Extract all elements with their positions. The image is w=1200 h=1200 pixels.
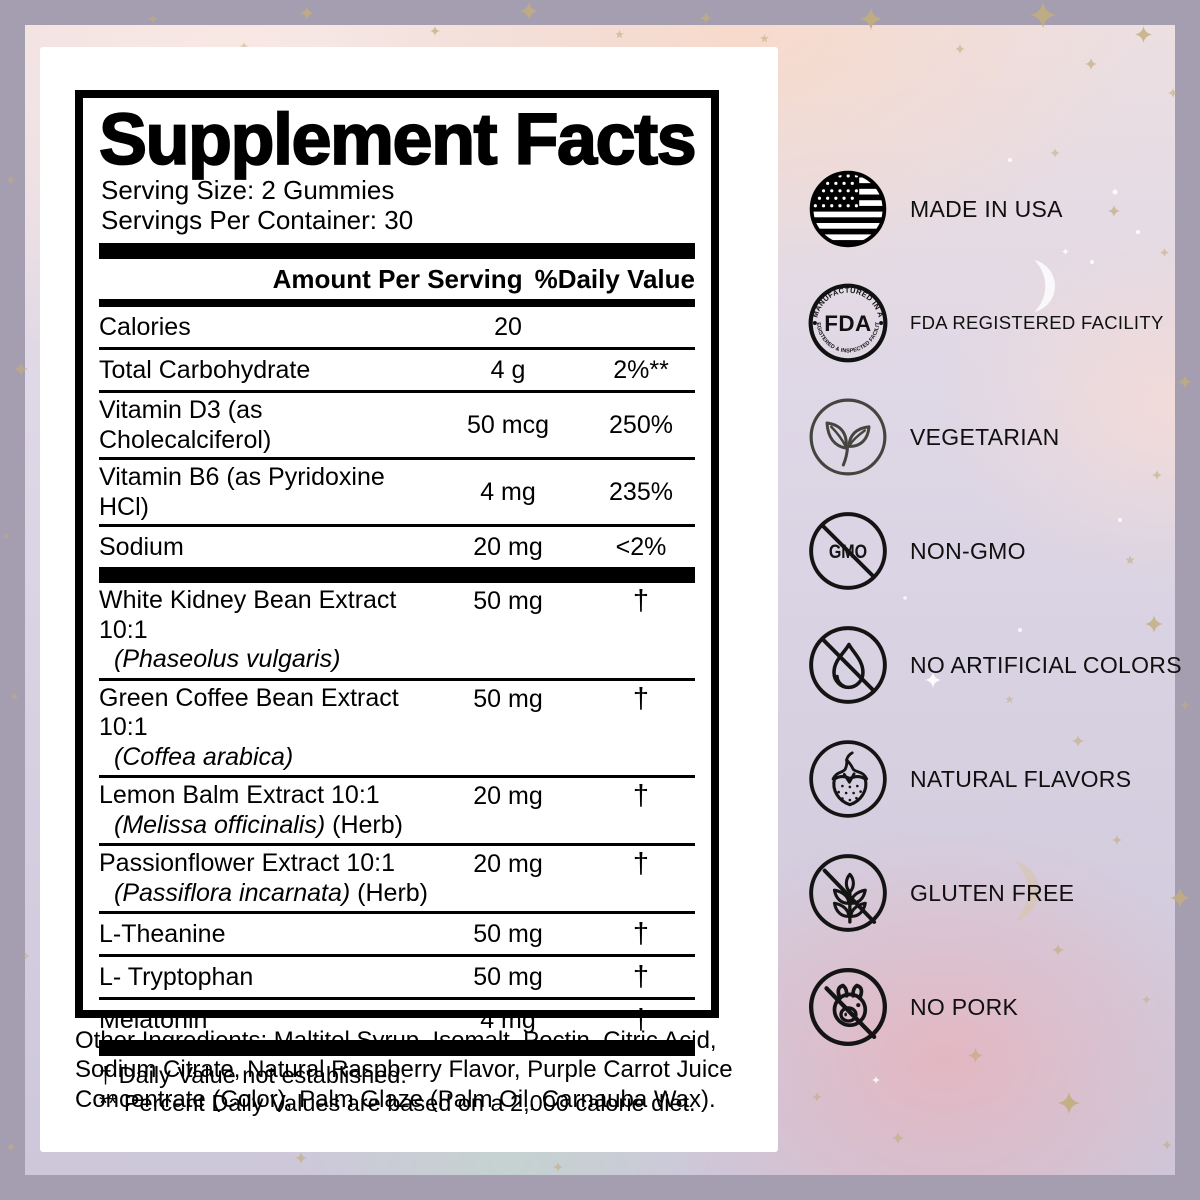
table-row: Passionflower Extract 10:1 (Passiflora i… — [99, 846, 695, 915]
divider-thick — [99, 1040, 695, 1057]
badge-label: NON-GMO — [910, 537, 1026, 564]
badge-non-gmo: GMO NON-GMO — [806, 494, 1182, 608]
table-row: Vitamin B6 (as Pyridoxine HCl) 4 mg 235% — [99, 460, 695, 528]
usa-flag-icon — [806, 167, 890, 251]
table-row: Green Coffee Bean Extract 10:1 (Coffea a… — [99, 681, 695, 779]
footnotes: † Daily Value not established. ** Percen… — [99, 1062, 696, 1117]
row-name: L-Theanine — [99, 920, 226, 949]
row-daily-value: 2%** — [613, 356, 669, 385]
row-name: Vitamin D3 (as Cholecalciferol) — [99, 396, 272, 455]
other-ingredients: Other Ingredients: Maltitol Syrup, Isoma… — [75, 1027, 733, 1113]
row-name: Calories — [99, 313, 191, 342]
row-name: White Kidney Bean Extract 10:1 — [99, 586, 397, 644]
row-daily-value: † — [632, 585, 650, 618]
fda-seal-icon: MANUFACTURED IN A REGISTERED & INSPECTED… — [806, 281, 890, 365]
badge-label: NO PORK — [910, 993, 1019, 1020]
row-amount: 4 mg — [480, 1006, 536, 1035]
seal-center-text: FDA — [824, 311, 871, 336]
amount-per-serving-header: Amount Per Serving — [272, 264, 523, 295]
badge-label: NO ARTIFICIAL COLORS — [910, 651, 1182, 678]
badge-vegetarian: VEGETARIAN — [806, 380, 1182, 494]
row-name: Lemon Balm Extract 10:1 — [99, 781, 380, 810]
supplement-facts-title: Supplement Facts — [98, 100, 697, 180]
table-row: L- Tryptophan 50 mg † — [99, 957, 695, 1001]
table-row: Sodium 20 mg <2% — [99, 527, 695, 567]
badge-gluten-free: GLUTEN FREE — [806, 836, 1182, 950]
row-name: Passionflower Extract 10:1 — [99, 849, 395, 878]
table-row: Total Carbohydrate 4 g 2%** — [99, 350, 695, 394]
row-amount: 50 mg — [473, 684, 543, 713]
table-row: Calories 20 — [99, 307, 695, 351]
daily-value-header: %Daily Value — [534, 264, 695, 295]
row-amount: 20 mg — [473, 850, 543, 879]
row-name: L- Tryptophan — [99, 963, 254, 992]
servings-per-container: Servings Per Container: 30 — [101, 204, 414, 235]
row-name: Melatonin — [99, 1006, 208, 1035]
row-daily-value: 250% — [609, 411, 673, 440]
table-row: L-Theanine 50 mg † — [99, 914, 695, 958]
footnote-daily-values: ** Percent Daily Values are based on a 2… — [99, 1089, 696, 1116]
table-header: Amount Per Serving %Daily Value — [99, 259, 695, 299]
row-botanical-name: (Coffea arabica) — [114, 742, 294, 771]
row-botanical-name: (Passiflora incarnata) (Herb) — [114, 878, 429, 907]
gmo-crossed-icon: GMO — [806, 509, 890, 593]
row-name: Green Coffee Bean Extract 10:1 — [99, 683, 399, 742]
serving-size: Serving Size: 2 Gummies — [101, 175, 395, 205]
row-botanical-name: (Phaseolus vulgaris) — [114, 645, 341, 674]
badge-label: GLUTEN FREE — [910, 879, 1075, 906]
row-daily-value: <2% — [615, 533, 667, 562]
table-row: Vitamin D3 (as Cholecalciferol) 50 mcg 2… — [99, 393, 695, 461]
divider-thick — [99, 243, 695, 260]
pig-crossed-icon — [806, 965, 890, 1049]
row-daily-value: † — [632, 682, 650, 715]
row-name: Total Carbohydrate — [99, 356, 311, 385]
row-amount: 4 g — [490, 356, 526, 385]
footnote-dagger: † Daily Value not established. — [99, 1062, 407, 1089]
badge-column: MADE IN USA MANUFACTURED IN A REGISTERED… — [806, 152, 1182, 1064]
row-name: Sodium — [99, 533, 184, 562]
row-daily-value: † — [632, 780, 650, 813]
divider-medium — [99, 299, 695, 308]
table-row: Lemon Balm Extract 10:1 (Melissa officin… — [99, 778, 695, 847]
row-daily-value: † — [632, 848, 650, 881]
row-botanical-name: (Melissa officinalis) (Herb) — [114, 810, 403, 839]
row-amount: 20 mg — [473, 533, 543, 562]
leaf-icon — [806, 395, 890, 479]
badge-label: MADE IN USA — [910, 195, 1063, 222]
badge-made-in-usa: MADE IN USA — [806, 152, 1182, 266]
wheat-crossed-icon — [806, 851, 890, 935]
row-amount: 50 mg — [473, 920, 543, 949]
row-amount: 4 mg — [480, 478, 536, 507]
divider-thick — [99, 567, 695, 584]
badge-natural-flavors: NATURAL FLAVORS — [806, 722, 1182, 836]
badge-label: FDA REGISTERED FACILITY — [910, 312, 1164, 333]
row-daily-value: 235% — [609, 478, 673, 507]
row-name: Vitamin B6 (as Pyridoxine HCl) — [99, 463, 385, 522]
row-amount: 50 mg — [473, 963, 543, 992]
badge-fda-registered: MANUFACTURED IN A REGISTERED & INSPECTED… — [806, 266, 1182, 380]
badge-label: NATURAL FLAVORS — [910, 765, 1132, 792]
badge-no-pork: NO PORK — [806, 950, 1182, 1064]
row-amount: 20 — [494, 313, 522, 342]
row-amount: 50 mcg — [467, 411, 549, 440]
droplet-crossed-icon — [806, 623, 890, 707]
row-amount: 50 mg — [473, 587, 543, 616]
badge-no-artificial-colors: NO ARTIFICIAL COLORS — [806, 608, 1182, 722]
table-row: White Kidney Bean Extract 10:1 (Phaseolu… — [99, 583, 695, 681]
row-daily-value: † — [632, 1004, 650, 1037]
row-daily-value: † — [632, 918, 650, 951]
row-daily-value: † — [632, 961, 650, 994]
table-row: Melatonin 4 mg † — [99, 1000, 695, 1040]
strawberry-icon — [806, 737, 890, 821]
badge-label: VEGETARIAN — [910, 423, 1060, 450]
row-amount: 20 mg — [473, 782, 543, 811]
supplement-facts-box: Supplement Facts Serving Size: 2 Gummies… — [75, 90, 719, 1116]
